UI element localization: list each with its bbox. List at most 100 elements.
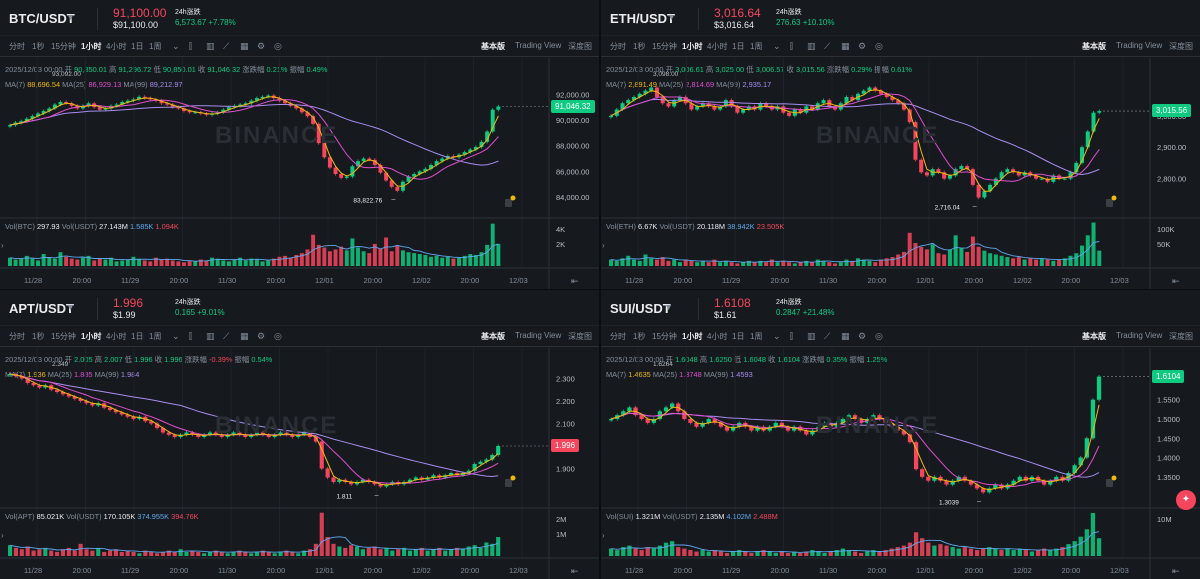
interval-15分钟[interactable]: 15分钟 (51, 332, 76, 341)
chart-type-icon[interactable]: ▥ (206, 331, 215, 341)
interval-1秒[interactable]: 1秒 (633, 42, 646, 51)
change-pct-value: -0.39% (208, 355, 233, 364)
volume-bar (226, 261, 231, 266)
view-tab-0[interactable]: 基本版 (1082, 332, 1106, 341)
config-icon[interactable]: ⚙ (257, 331, 266, 341)
indicator-icon[interactable]: ⫿ (790, 331, 793, 341)
layout-icon[interactable]: ▦ (841, 41, 850, 51)
volume-bar (861, 259, 866, 266)
chevron-down-icon[interactable]: ▼ (66, 302, 75, 312)
indicator-icon[interactable]: ⫿ (790, 41, 793, 51)
more-icon[interactable]: ⌄ (172, 331, 180, 341)
interval-1秒[interactable]: 1秒 (32, 332, 45, 341)
view-tab-2[interactable]: 深度图 (568, 332, 592, 341)
interval-1小时[interactable]: 1小时 (81, 42, 102, 51)
config-icon[interactable]: ⚙ (858, 41, 867, 51)
chevron-down-icon[interactable]: ▼ (66, 12, 75, 22)
layout-icon[interactable]: ▦ (240, 41, 249, 51)
draw-icon[interactable]: ⟋ (223, 331, 230, 341)
interval-1日[interactable]: 1日 (131, 332, 144, 341)
price-tick: 2,900.00 (1157, 143, 1186, 152)
config-icon[interactable]: ⚙ (257, 41, 266, 51)
change-pct-value: 0.21% (266, 65, 288, 74)
price-tick: 1.3500 (1157, 473, 1180, 482)
view-tab-0[interactable]: 基本版 (481, 332, 505, 341)
interval-1日[interactable]: 1日 (732, 42, 745, 51)
view-tab-2[interactable]: 深度图 (1169, 42, 1193, 51)
interval-分时[interactable]: 分时 (610, 42, 626, 51)
draw-icon[interactable]: ⟋ (824, 331, 831, 341)
volume-bar (712, 550, 717, 556)
settings-icon[interactable]: ◎ (875, 331, 883, 341)
interval-1周[interactable]: 1周 (149, 332, 162, 341)
view-tab-0[interactable]: 基本版 (1082, 42, 1106, 51)
interval-1小时[interactable]: 1小时 (682, 42, 703, 51)
interval-1周[interactable]: 1周 (149, 42, 162, 51)
more-icon[interactable]: ⌄ (172, 41, 180, 51)
draw-icon[interactable]: ⟋ (824, 41, 831, 51)
candle-body (621, 411, 626, 416)
settings-icon[interactable]: ◎ (875, 41, 883, 51)
volume-bar (417, 254, 422, 266)
interval-15分钟[interactable]: 15分钟 (652, 332, 677, 341)
interval-分时[interactable]: 分时 (610, 332, 626, 341)
view-tab-0[interactable]: 基本版 (481, 42, 505, 51)
layout-icon[interactable]: ▦ (240, 331, 249, 341)
low-marker: 1.811 (337, 494, 353, 501)
interval-4小时[interactable]: 4小时 (707, 42, 728, 51)
more-icon[interactable]: ⌄ (773, 331, 781, 341)
change-pct-label: 涨跌幅 (242, 65, 265, 74)
time-tick: 20:00 (965, 276, 984, 285)
more-icon[interactable]: ⌄ (773, 41, 781, 51)
symbol-selector[interactable]: APT/USDT (9, 301, 74, 316)
chart-type-icon[interactable]: ▥ (807, 41, 816, 51)
last-price-usd: $1.61 (714, 310, 737, 320)
chevron-down-icon[interactable]: ▼ (664, 302, 673, 312)
interval-15分钟[interactable]: 15分钟 (51, 42, 76, 51)
interval-1小时[interactable]: 1小时 (81, 332, 102, 341)
interval-分时[interactable]: 分时 (9, 42, 25, 51)
low-label: 低 (733, 355, 742, 364)
interval-1周[interactable]: 1周 (750, 42, 763, 51)
interval-1周[interactable]: 1周 (750, 332, 763, 341)
interval-4小时[interactable]: 4小时 (106, 42, 127, 51)
view-tab-2[interactable]: 深度图 (568, 42, 592, 51)
interval-1日[interactable]: 1日 (131, 42, 144, 51)
chart-type-icon[interactable]: ▥ (807, 331, 816, 341)
indicator-icon[interactable]: ⫿ (189, 331, 192, 341)
candle-body (417, 171, 422, 174)
volume-bar (694, 551, 699, 556)
symbol-selector[interactable]: BTC/USDT (9, 11, 75, 26)
symbol-selector[interactable]: SUI/USDT (610, 301, 671, 316)
view-tab-1[interactable]: Trading View (515, 331, 562, 340)
volume-bar (672, 259, 677, 266)
layout-icon[interactable]: ▦ (841, 331, 850, 341)
settings-icon[interactable]: ◎ (274, 331, 282, 341)
candle-body (47, 108, 52, 111)
symbol-selector[interactable]: ETH/USDT (610, 11, 675, 26)
settings-icon[interactable]: ◎ (274, 41, 282, 51)
indicator-icon[interactable]: ⫿ (189, 41, 192, 51)
interval-1秒[interactable]: 1秒 (633, 332, 646, 341)
chart-type-icon[interactable]: ▥ (206, 41, 215, 51)
draw-icon[interactable]: ⟋ (223, 41, 230, 51)
view-tab-2[interactable]: 深度图 (1169, 332, 1193, 341)
interval-4小时[interactable]: 4小时 (106, 332, 127, 341)
interval-分时[interactable]: 分时 (9, 332, 25, 341)
time-tick: 11/28 (625, 276, 643, 285)
chat-fab-icon[interactable]: ✦ (1176, 490, 1196, 510)
interval-1秒[interactable]: 1秒 (32, 42, 45, 51)
volume-bar (390, 550, 395, 556)
interval-4小时[interactable]: 4小时 (707, 332, 728, 341)
chevron-down-icon[interactable]: ▼ (667, 12, 676, 22)
view-tab-1[interactable]: Trading View (515, 41, 562, 50)
vol-quote-label: Vol(USDT) (66, 512, 102, 521)
change-pct-label: 涨跌幅 (802, 355, 825, 364)
volume-bar (472, 545, 477, 556)
config-icon[interactable]: ⚙ (858, 331, 867, 341)
view-tab-1[interactable]: Trading View (1116, 331, 1163, 340)
view-tab-1[interactable]: Trading View (1116, 41, 1163, 50)
interval-15分钟[interactable]: 15分钟 (652, 42, 677, 51)
interval-1日[interactable]: 1日 (732, 332, 745, 341)
interval-1小时[interactable]: 1小时 (682, 332, 703, 341)
